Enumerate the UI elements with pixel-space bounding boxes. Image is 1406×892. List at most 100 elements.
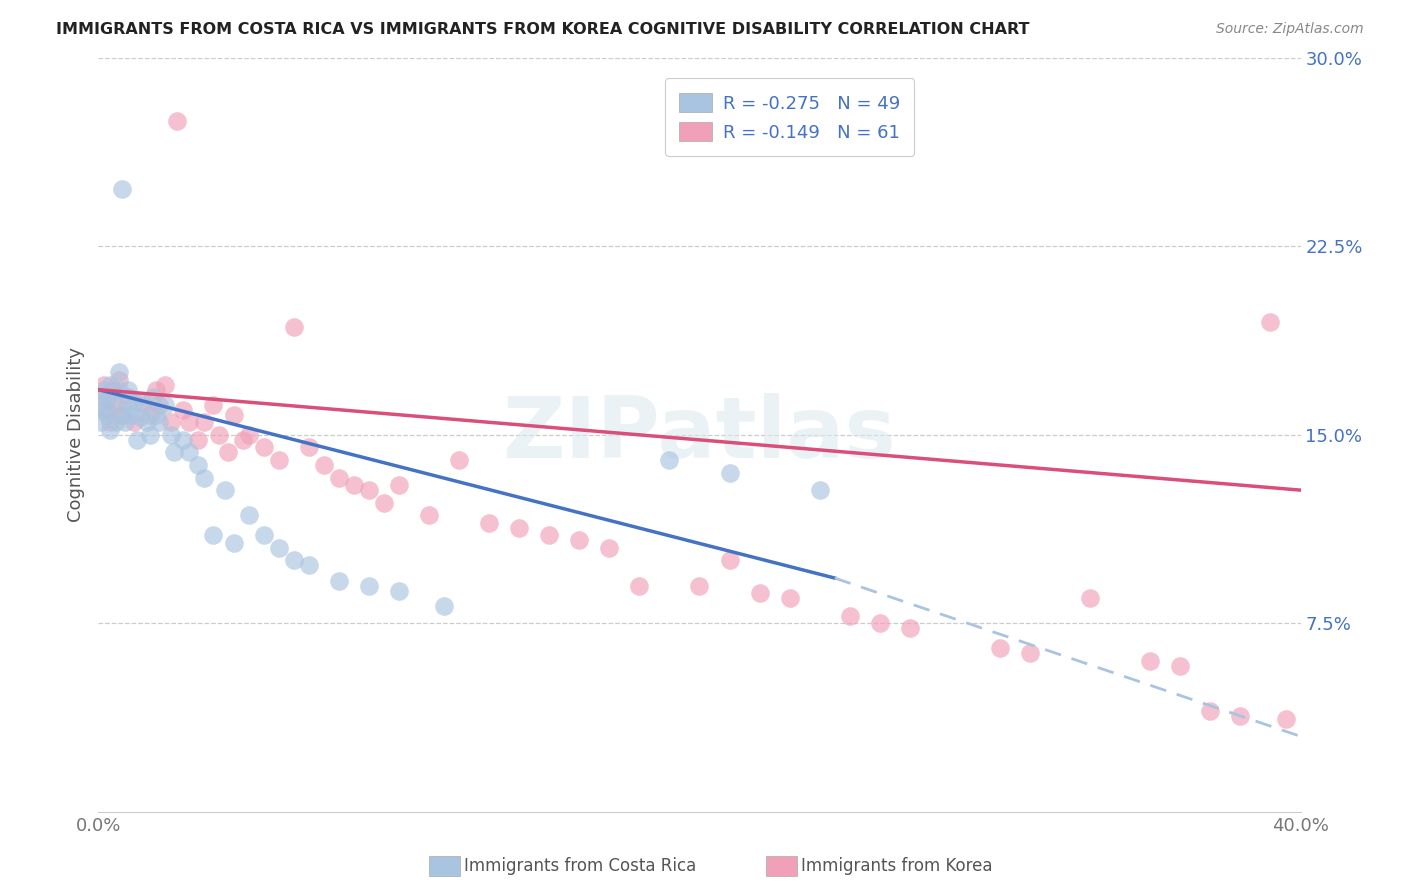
Point — [328, 470, 350, 484]
Text: Immigrants from Korea: Immigrants from Korea — [801, 857, 993, 875]
Point — [129, 410, 152, 425]
Point — [127, 433, 149, 447]
Point — [187, 458, 209, 472]
Point — [100, 377, 122, 392]
Point — [187, 433, 209, 447]
Point — [108, 365, 131, 379]
Point — [90, 415, 112, 429]
Point — [148, 398, 170, 412]
Point — [253, 528, 276, 542]
Point — [418, 508, 440, 523]
Point — [312, 458, 335, 472]
Legend: R = -0.275   N = 49, R = -0.149   N = 61: R = -0.275 N = 49, R = -0.149 N = 61 — [665, 78, 914, 156]
Point — [177, 445, 200, 459]
Point — [124, 415, 146, 429]
Point — [388, 583, 411, 598]
Point — [779, 591, 801, 606]
Point — [748, 586, 770, 600]
Point — [117, 383, 139, 397]
Point — [153, 377, 176, 392]
Text: Immigrants from Costa Rica: Immigrants from Costa Rica — [464, 857, 696, 875]
Point — [208, 428, 231, 442]
Point — [103, 383, 125, 397]
Text: Source: ZipAtlas.com: Source: ZipAtlas.com — [1216, 22, 1364, 37]
Point — [148, 415, 170, 429]
Point — [253, 441, 276, 455]
Point — [598, 541, 620, 555]
Point — [124, 395, 146, 409]
Point — [357, 579, 380, 593]
Text: IMMIGRANTS FROM COSTA RICA VS IMMIGRANTS FROM KOREA COGNITIVE DISABILITY CORRELA: IMMIGRANTS FROM COSTA RICA VS IMMIGRANTS… — [56, 22, 1029, 37]
Point — [108, 383, 131, 397]
Point — [357, 483, 380, 497]
Point — [93, 377, 115, 392]
Point — [689, 579, 711, 593]
Y-axis label: Cognitive Disability: Cognitive Disability — [66, 347, 84, 523]
Point — [93, 402, 115, 417]
Point — [628, 579, 651, 593]
Point — [267, 541, 290, 555]
Point — [135, 415, 157, 429]
Point — [159, 428, 181, 442]
Point — [373, 496, 395, 510]
Point — [1139, 654, 1161, 668]
Point — [105, 398, 128, 412]
Point — [1260, 315, 1282, 329]
Point — [117, 390, 139, 404]
Point — [718, 553, 741, 567]
Point — [121, 408, 143, 422]
Point — [114, 415, 136, 429]
Point — [201, 528, 224, 542]
Point — [283, 553, 305, 567]
Point — [93, 383, 115, 397]
Point — [388, 478, 411, 492]
Point — [108, 373, 131, 387]
Point — [111, 408, 134, 422]
Point — [193, 470, 215, 484]
Point — [568, 533, 591, 548]
Point — [145, 383, 167, 397]
Point — [201, 398, 224, 412]
Point — [177, 415, 200, 429]
Point — [166, 113, 188, 128]
Point — [222, 408, 245, 422]
Point — [267, 453, 290, 467]
Point — [132, 398, 155, 412]
Text: ZIPatlas: ZIPatlas — [502, 393, 897, 476]
Point — [718, 466, 741, 480]
Point — [90, 390, 112, 404]
Point — [172, 402, 194, 417]
Point — [159, 415, 181, 429]
Point — [298, 558, 321, 573]
Point — [172, 433, 194, 447]
Point — [105, 415, 128, 429]
Point — [117, 398, 139, 412]
Point — [298, 441, 321, 455]
Point — [1199, 704, 1222, 718]
Point — [1170, 659, 1192, 673]
Point — [111, 408, 134, 422]
Point — [1019, 647, 1042, 661]
Point — [100, 415, 122, 429]
Point — [988, 641, 1011, 656]
Point — [214, 483, 236, 497]
Point — [869, 616, 891, 631]
Point — [96, 402, 118, 417]
Point — [96, 408, 118, 422]
Point — [162, 445, 184, 459]
Point — [808, 483, 831, 497]
Point — [100, 423, 122, 437]
Point — [898, 621, 921, 635]
Point — [447, 453, 470, 467]
Point — [96, 390, 118, 404]
Point — [132, 395, 155, 409]
Point — [508, 521, 530, 535]
Point — [232, 433, 254, 447]
Point — [343, 478, 366, 492]
Point — [90, 398, 112, 412]
Point — [238, 428, 260, 442]
Point — [111, 181, 134, 195]
Point — [838, 608, 860, 623]
Point — [193, 415, 215, 429]
Point — [238, 508, 260, 523]
